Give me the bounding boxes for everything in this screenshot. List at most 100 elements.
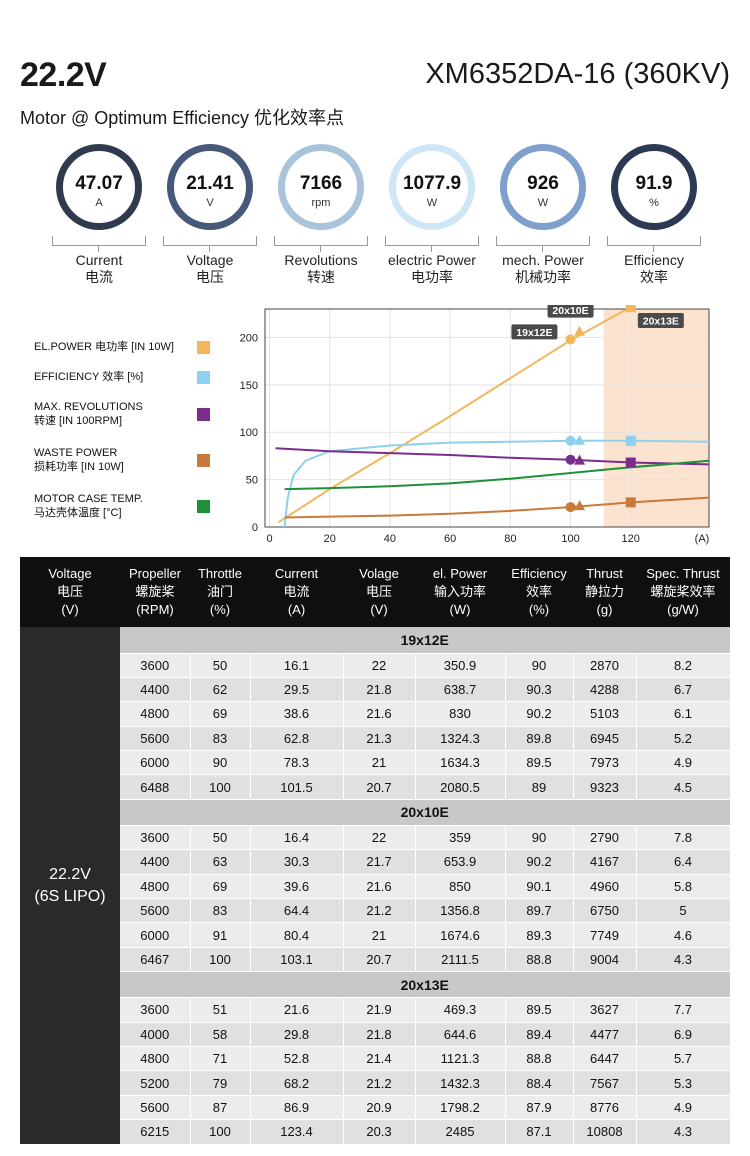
column-header-line: Current [274,566,319,581]
annotation-box [547,305,594,318]
x-unit-label: (A) [695,533,710,545]
table-cell: 80.4 [250,922,344,948]
metric-bracket [163,236,257,246]
table-cell: 4.5 [636,774,731,800]
table-cell: 644.6 [415,1022,506,1047]
table-cell: 89.5 [505,750,574,776]
legend-label: EFFICIENCY 效率 [%] [34,371,144,383]
table-row: 4400 63 30.3 21.7 653.9 90.2 4167 6.4 [20,849,731,875]
column-header-line: Voltage [48,566,92,581]
column-header: Thrust 静拉力 (g) [573,557,636,627]
legend-label: WASTE POWER [34,447,118,459]
table-cell: 123.4 [250,1119,344,1145]
marker-triangle [574,434,586,445]
table-cell: 51 [190,997,251,1023]
table-cell: 8776 [573,1095,637,1121]
table-cell: 359 [415,825,506,851]
table-cell: 101.5 [250,774,344,800]
table-cell: 64.4 [250,898,344,924]
table-cell: 83 [190,898,251,924]
table-row: 4800 71 52.8 21.4 1121.3 88.8 6447 5.7 [20,1046,731,1072]
column-header-line: 效率 [525,584,552,599]
table-cell: 2870 [573,653,637,678]
table-cell: 7973 [573,750,637,776]
table-row: 5200 79 68.2 21.2 1432.3 88.4 7567 5.3 [20,1070,731,1096]
table-body: 22.2V (6S LIPO) 19x12E 3600 50 16.1 22 350.9 90 2… [20,627,731,1145]
column-header: Efficiency 效率 (%) [505,557,573,627]
table-cell: 89.8 [505,726,574,752]
metric-unit: % [649,197,659,209]
table-cell: 7.8 [636,825,731,851]
metric-revolutions: 7166 rpm Revolutions 转速 [266,140,376,290]
column-header-line: 电压 [56,584,83,599]
performance-table-wrap: Voltage 电压 (V) Propeller 螺旋桨 (RPM) Throttle 油门 (… [20,557,731,1145]
table-cell: 21.9 [343,997,416,1023]
table-cell: 5103 [573,701,637,727]
table-cell: 90.1 [505,874,574,900]
table-cell: 90.2 [505,701,574,727]
table-cell: 90.2 [505,849,574,875]
x-tick-label: 40 [384,533,396,545]
table-cell: 100 [190,1119,251,1145]
column-header-line: Spec. Thrust [646,566,720,581]
table-row: 6000 90 78.3 21 1634.3 89.5 7973 4.9 [20,750,731,776]
column-header-line: 电流 [283,584,310,599]
table-cell: 103.1 [250,947,344,973]
table-cell: 1674.6 [415,922,506,948]
marker-circle [565,502,576,513]
shaded-region [603,309,709,527]
column-header-line: Thrust [586,566,623,581]
metric-current: 47.07 A Current 电流 [44,140,154,290]
metric-label: electric Power 电功率 [377,252,487,286]
table-cell: 4.9 [636,750,731,776]
table-cell: 9323 [573,774,637,800]
table-cell: 20.3 [343,1119,416,1145]
legend-item: EL.POWER 电功率 [IN 10W] [34,340,224,354]
table-cell: 3600 [120,825,191,851]
table-row: 4800 69 38.6 21.6 830 90.2 5103 6.1 [20,701,731,727]
metric-label-en: Revolutions [284,252,358,268]
metric-label: Efficiency 效率 [599,252,709,286]
metric-label: Current 电流 [44,252,154,286]
marker-square [625,435,636,446]
marker-square [625,305,636,313]
table-cell: 16.1 [250,653,344,678]
performance-table: Voltage 电压 (V) Propeller 螺旋桨 (RPM) Throttle 油门 (… [20,557,731,1145]
table-cell: 469.3 [415,997,506,1023]
table-cell: 20.7 [343,774,416,800]
metric-bracket [607,236,701,246]
table-row: 6467 100 103.1 20.7 2111.5 88.8 9004 4.3 [20,947,731,973]
column-header-line: (W) [449,602,471,617]
group-row: 22.2V (6S LIPO) 19x12E [20,627,731,1145]
table-row: 4000 58 29.8 21.8 644.6 89.4 4477 6.9 [20,1022,731,1047]
marker-triangle [574,325,586,336]
table-cell: 100 [190,774,251,800]
group-row: 20x13E [20,971,731,999]
table-cell: 39.6 [250,874,344,900]
metric-bracket-tick [431,246,432,252]
series-line-4 [284,459,709,491]
metric-ring: 91.9% [611,144,697,230]
table-cell: 88.8 [505,947,574,973]
marker-triangle [574,500,586,511]
column-header-line: 螺旋桨效率 [650,584,716,599]
table-cell: 21.2 [343,1070,416,1096]
table-cell: 69 [190,701,251,727]
table-cell: 5600 [120,726,191,752]
column-header-line: Propeller [128,566,182,581]
table-cell: 21.3 [343,726,416,752]
metric-ring: 21.41 V [167,144,253,230]
column-header-line: (g) [596,602,613,617]
table-cell: 68.2 [250,1070,344,1096]
table-cell: 21.2 [343,898,416,924]
table-cell: 90 [505,825,574,851]
voltage-cell: 22.2V (6S LIPO) [20,627,120,1145]
metric-bracket-tick [209,246,210,252]
table-row: 3600 51 21.6 21.9 469.3 89.5 3627 7.7 [20,997,731,1023]
annotation-label: 20x13E [643,316,679,328]
legend-swatch [197,341,210,354]
table-cell: 87.1 [505,1119,574,1145]
series-line-1 [283,439,709,527]
marker-circle [565,454,576,465]
